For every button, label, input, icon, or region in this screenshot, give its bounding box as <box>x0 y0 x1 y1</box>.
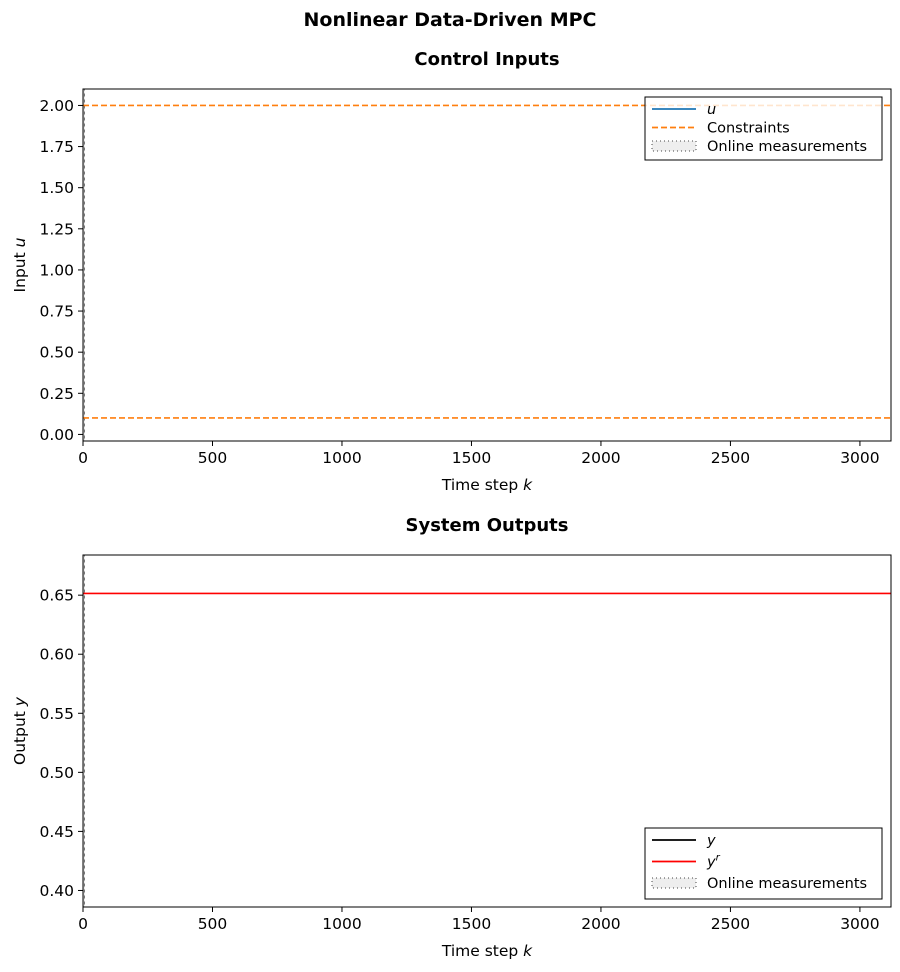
legend-patch <box>651 877 697 889</box>
y-tick-label: 0.50 <box>39 764 74 782</box>
y-tick-label: 0.65 <box>39 587 74 605</box>
legend-label: u <box>707 102 716 118</box>
chart-panel-2: System Outputs 0 500 1000 1500 2000 2500 3000 0.… <box>11 515 892 960</box>
x-tick-label: 2000 <box>581 449 620 467</box>
x-axis-label-text: Time step <box>441 942 518 960</box>
x-axis-label: Time step k <box>441 476 533 494</box>
x-axis-variable: k <box>523 942 533 960</box>
y-tick-label: 0.50 <box>39 344 74 362</box>
y-axis-variable: u <box>11 237 29 247</box>
x-tick-label: 3000 <box>840 915 879 933</box>
legend-label-text: Constraints <box>707 121 790 137</box>
legend-label-text: Online measurements <box>707 876 867 892</box>
legend-label-text: Online measurements <box>707 139 867 155</box>
y-tick-label: 1.75 <box>39 138 74 156</box>
legend-label-superscript: r <box>716 853 721 864</box>
y-tick-label: 0.75 <box>39 303 74 321</box>
x-tick-label: 1500 <box>452 449 491 467</box>
y-tick-label: 0.60 <box>39 646 74 664</box>
plot-frame <box>82 554 892 908</box>
y-tick-label: 0.40 <box>39 882 74 900</box>
x-tick-label: 2500 <box>711 915 750 933</box>
x-axis-label-text: Time step <box>441 476 518 494</box>
legend-label: y <box>706 833 716 849</box>
y-tick-label: 0.25 <box>39 385 74 403</box>
plot-frame <box>82 88 892 442</box>
y-tick-label: 0.45 <box>39 823 74 841</box>
y-tick-label: 0.00 <box>39 426 74 444</box>
y-axis-label-text: Output <box>11 711 29 765</box>
y-tick-label: 1.50 <box>39 179 74 197</box>
y-axis-label: Input u <box>11 237 29 292</box>
y-axis-label-text: Input <box>11 252 29 292</box>
x-tick-label: 500 <box>198 449 228 467</box>
x-axis-variable: k <box>523 476 533 494</box>
y-tick-label: 1.25 <box>39 220 74 238</box>
legend-label-text: y <box>706 833 716 849</box>
y-axis-label: Output y <box>11 696 29 765</box>
y-tick-label: 2.00 <box>39 97 74 115</box>
x-tick-label: 2000 <box>581 915 620 933</box>
x-axis-label: Time step k <box>441 942 533 960</box>
y-tick-label: 0.55 <box>39 705 74 723</box>
x-tick-label: 500 <box>198 915 228 933</box>
chart-title: Control Inputs <box>414 49 559 70</box>
legend-label-text: y <box>706 855 716 871</box>
x-tick-label: 1000 <box>322 449 361 467</box>
y-axis-variable: y <box>11 696 29 707</box>
chart-title: System Outputs <box>406 515 569 536</box>
chart-panel-1: Control Inputs 0 500 1000 1500 2000 2500 3000 0.… <box>11 49 892 494</box>
legend-label: Online measurements <box>707 876 867 892</box>
legend-patch <box>651 140 697 152</box>
legend-label-text: u <box>707 102 716 118</box>
legend: u Constraints Online measurements <box>644 96 883 161</box>
x-tick-label: 1000 <box>322 915 361 933</box>
legend-label: Online measurements <box>707 139 867 155</box>
legend-label: Constraints <box>707 121 790 137</box>
x-tick-label: 1500 <box>452 915 491 933</box>
x-tick-label: 0 <box>78 449 88 467</box>
legend-label: yr <box>706 853 721 871</box>
x-tick-label: 3000 <box>840 449 879 467</box>
x-tick-label: 2500 <box>711 449 750 467</box>
x-tick-label: 0 <box>78 915 88 933</box>
y-tick-label: 1.00 <box>39 261 74 279</box>
figure-title: Nonlinear Data-Driven MPC <box>304 9 597 31</box>
